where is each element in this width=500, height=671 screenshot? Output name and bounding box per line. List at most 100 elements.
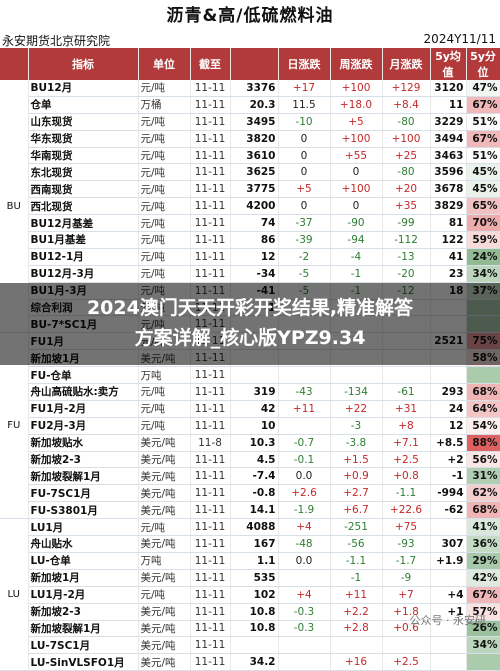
row-week-change: +6.7	[330, 501, 383, 520]
row-day-change: -48	[278, 535, 331, 553]
row-name: 新加坡贴水	[28, 434, 139, 452]
row-date: 11-11	[190, 231, 231, 249]
table-row: LU-SinVLSFO1月 美元/吨 11-11 34.2 +16 +2.5	[0, 653, 500, 671]
header-5y-mean: 5y均值	[430, 48, 467, 80]
row-month-change: +129	[382, 80, 431, 97]
row-5y-pct: 34%	[466, 265, 500, 283]
table-row: FU1月-2月 元/吨 11-11 42 +11 +22 +31 24 64%	[0, 400, 500, 418]
header-month-change: 月涨跌	[382, 48, 431, 80]
row-5y-pct: 67%	[466, 130, 500, 148]
header-day-change: 日涨跌	[278, 48, 331, 80]
row-month-change: -80	[382, 113, 431, 131]
row-5y-pct: 42%	[466, 569, 500, 587]
row-unit: 元/吨	[138, 518, 191, 537]
row-5y-mean: -1	[430, 467, 467, 486]
row-month-change	[382, 366, 431, 385]
row-price: 10.3	[230, 434, 279, 452]
row-week-change: +0.9	[330, 467, 383, 486]
watermark: 公众号 · 永安研	[409, 614, 487, 627]
row-5y-mean: 11	[430, 96, 467, 114]
row-unit: 元/吨	[138, 80, 191, 97]
row-week-change: -1	[330, 569, 383, 587]
row-5y-pct: 36%	[466, 535, 500, 553]
row-month-change: -99	[382, 214, 431, 233]
row-week-change: -3	[330, 417, 383, 435]
row-name: BU12月	[28, 80, 139, 97]
row-day-change: -10	[278, 113, 331, 131]
row-unit: 万吨	[138, 366, 191, 385]
table-row: 山东现货 元/吨 11-11 3495 -10 +5 -80 3229 51%	[0, 113, 500, 131]
row-5y-pct: 51%	[466, 147, 500, 165]
row-name: 新加坡2-3	[28, 603, 139, 621]
row-price: 4200	[230, 197, 279, 216]
row-month-change: +2.5	[382, 653, 431, 671]
table-row: 新加坡贴水 美元/吨 11-8 10.3 -0.7 -3.8 +7.1 +8.5 88%	[0, 434, 500, 452]
row-week-change: +5	[330, 113, 383, 131]
data-table: 指标 单位 截至 日涨跌 周涨跌 月涨跌 5y均值 5y分位 BU BU12月 元/…	[0, 48, 500, 671]
row-unit: 元/吨	[138, 180, 191, 199]
row-price: 12	[230, 248, 279, 266]
date-label: 2024Y11/11	[423, 32, 496, 46]
row-price: -0.8	[230, 484, 279, 503]
row-5y-pct: 47%	[466, 80, 500, 97]
row-5y-mean	[430, 569, 467, 587]
row-week-change: -1.1	[330, 552, 383, 570]
row-date: 11-11	[190, 163, 231, 182]
row-date: 11-11	[190, 147, 231, 165]
row-month-change: +75	[382, 518, 431, 537]
row-unit: 美元/吨	[138, 484, 191, 503]
row-month-change	[382, 636, 431, 655]
row-5y-pct: 51%	[466, 113, 500, 131]
row-name: BU12月-3月	[28, 265, 139, 283]
row-week-change: +11	[330, 586, 383, 604]
row-5y-pct: 67%	[466, 586, 500, 604]
row-5y-mean: 3120	[430, 80, 467, 97]
row-unit: 元/吨	[138, 231, 191, 249]
table-row: 东北现货 元/吨 11-11 3625 0 0 -80 3596 45%	[0, 163, 500, 182]
header-5y-pct: 5y分位	[466, 48, 500, 80]
row-price: 102	[230, 586, 279, 604]
row-name: 舟山高硫贴水:卖方	[28, 383, 139, 401]
row-5y-pct: 65%	[466, 197, 500, 216]
row-name: FU-仓单	[28, 366, 139, 385]
row-5y-mean: 81	[430, 214, 467, 233]
row-month-change: +35	[382, 197, 431, 216]
table-row: 西南现货 元/吨 11-11 3775 +5 +100 +20 3678 45%	[0, 180, 500, 199]
row-5y-mean: 122	[430, 231, 467, 249]
row-name: BU1月基差	[28, 231, 139, 249]
row-day-change	[278, 569, 331, 587]
row-date: 11-11	[190, 518, 231, 537]
table-body: BU BU12月 元/吨 11-11 3376 +17 +100 +129 3120 47% 仓单万…	[0, 80, 500, 671]
row-5y-pct: 26%	[466, 620, 500, 638]
row-month-change: +0.6	[382, 620, 431, 638]
row-month-change: +8.4	[382, 96, 431, 114]
row-5y-pct: 45%	[466, 163, 500, 182]
row-day-change: 0	[278, 130, 331, 148]
row-name: FU-7SC1月	[28, 484, 139, 503]
row-unit: 元/吨	[138, 147, 191, 165]
row-name: 新加坡2-3	[28, 451, 139, 469]
row-week-change: +100	[330, 180, 383, 199]
row-name: FU1月-2月	[28, 400, 139, 418]
row-5y-mean: 293	[430, 383, 467, 401]
header-price	[230, 48, 279, 80]
table-row: FU-仓单 万吨 11-11	[0, 366, 500, 385]
row-month-change: -80	[382, 163, 431, 182]
row-5y-mean: 3829	[430, 197, 467, 216]
row-5y-mean: 3678	[430, 180, 467, 199]
row-month-change: -61	[382, 383, 431, 401]
row-date: 11-11	[190, 417, 231, 435]
row-day-change: -2	[278, 248, 331, 266]
row-week-change: +55	[330, 147, 383, 165]
row-month-change: +25	[382, 147, 431, 165]
row-month-change: -1.1	[382, 484, 431, 503]
row-5y-mean: -994	[430, 484, 467, 503]
row-price: 20.3	[230, 96, 279, 114]
table-row: 舟山高硫贴水:卖方 元/吨 11-11 319 -43 -134 -61 293 68%	[0, 383, 500, 401]
row-price: -34	[230, 265, 279, 283]
row-name: 新加坡裂解1月	[28, 467, 139, 486]
row-unit: 元/吨	[138, 163, 191, 182]
row-date: 11-11	[190, 603, 231, 621]
row-5y-mean: 23	[430, 265, 467, 283]
row-name: 舟山贴水	[28, 535, 139, 553]
